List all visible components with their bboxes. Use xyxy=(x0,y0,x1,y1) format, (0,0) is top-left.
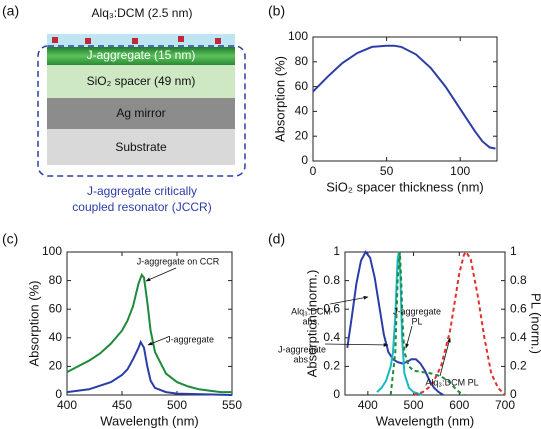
substrate-layer xyxy=(47,129,235,165)
j-layer xyxy=(47,47,235,65)
caption: J-aggregate critically xyxy=(87,184,197,198)
ag-layer xyxy=(47,98,235,129)
x-axis-label: Wavelength (nm) xyxy=(100,413,199,428)
x-tick-label: 700 xyxy=(495,398,515,412)
y-tick-label: 20 xyxy=(295,128,309,142)
series-line xyxy=(376,251,424,396)
y-tick-label: 0 xyxy=(301,153,308,167)
layer-label: SiO₂ spacer (49 nm) xyxy=(87,74,196,88)
y-axis-label: Absorption (norm.) xyxy=(304,270,319,378)
annotation: Alq₃:DCM xyxy=(291,306,331,316)
y-tick-label: 0 xyxy=(333,387,340,401)
y2-tick-label: 0.6 xyxy=(510,301,527,315)
series-line xyxy=(413,250,506,396)
y-tick-label: 0 xyxy=(55,387,62,401)
panel-label: (c) xyxy=(2,231,18,247)
annotation-arrow xyxy=(439,337,451,377)
series-line xyxy=(66,339,233,396)
x-tick-label: 450 xyxy=(112,398,132,412)
y2-axis-label: PL (norm.) xyxy=(529,293,541,354)
panel-label: (d) xyxy=(268,231,285,247)
annotation-arrow xyxy=(405,325,413,349)
x-tick-label: 50 xyxy=(380,164,394,178)
x-tick-label: 100 xyxy=(450,164,470,178)
x-tick-label: 400 xyxy=(57,398,77,412)
annotation-arrow xyxy=(147,336,169,346)
y-tick-label: 100 xyxy=(288,29,308,43)
x-tick-label: 400 xyxy=(358,398,378,412)
layer-label: J-aggregate (15 nm) xyxy=(87,48,196,62)
annotation: abs. xyxy=(293,354,310,364)
dye xyxy=(215,38,221,44)
y2-tick-label: 1 xyxy=(510,244,517,258)
diagram: (a) Alq₃:DCM (2.5 nm) J-aggregate (15 nm… xyxy=(2,3,246,214)
dye xyxy=(52,37,58,43)
x-tick-label: 0 xyxy=(310,164,317,178)
x-axis-label: Wavelength (nm) xyxy=(376,413,475,428)
layer-label: Alq₃:DCM (2.5 nm) xyxy=(92,6,193,20)
x-tick-label: 550 xyxy=(222,398,242,412)
caption: coupled resonator (JCCR) xyxy=(72,200,211,214)
y-tick-label: 40 xyxy=(295,104,309,118)
y-axis-label: Absorption (%) xyxy=(26,281,41,367)
y-tick-label: 60 xyxy=(295,79,309,93)
x-tick-label: 600 xyxy=(449,398,469,412)
panel-label: (b) xyxy=(268,3,285,19)
series-line xyxy=(346,250,444,396)
annotation: J-aggregate xyxy=(278,344,326,354)
series-line xyxy=(389,251,465,396)
y-tick-label: 1 xyxy=(333,244,340,258)
y2-tick-label: 0.2 xyxy=(510,359,527,373)
dye xyxy=(85,38,91,44)
plot-frame xyxy=(344,251,506,396)
x-axis-label: SiO₂ spacer thickness (nm) xyxy=(326,179,483,194)
layer-label: Ag mirror xyxy=(116,106,165,120)
y-tick-label: 0.6 xyxy=(323,301,340,315)
y-tick-label: 80 xyxy=(295,54,309,68)
annotation: Alq₃:DCM PL xyxy=(425,377,478,387)
y-axis-label: Absorption (%) xyxy=(272,56,287,142)
y2-tick-label: 0.8 xyxy=(510,273,527,287)
layer-label: Substrate xyxy=(115,140,167,154)
series-line xyxy=(312,44,496,150)
plot-frame xyxy=(312,36,498,162)
x-tick-label: 500 xyxy=(404,398,424,412)
x-tick-label: 500 xyxy=(167,398,187,412)
resonator-outline xyxy=(37,45,246,177)
y2-tick-label: 0.4 xyxy=(510,330,527,344)
annotation: abs. xyxy=(302,316,319,326)
y-tick-label: 60 xyxy=(49,301,63,315)
y-tick-label: 80 xyxy=(49,273,63,287)
annotation: J-aggregate on CCR xyxy=(137,256,220,266)
panel-label: (a) xyxy=(2,3,19,19)
plot-frame xyxy=(66,251,233,396)
annotation-arrow xyxy=(145,267,177,282)
annotation-arrow xyxy=(324,343,389,347)
series-line xyxy=(66,272,232,394)
sio2-layer xyxy=(47,65,235,98)
annotation: PL xyxy=(411,316,422,326)
y-tick-label: 40 xyxy=(49,330,63,344)
y-tick-label: 0.2 xyxy=(323,359,340,373)
annotation: J-aggregate xyxy=(166,334,214,344)
alq-layer xyxy=(47,34,235,47)
y-tick-label: 100 xyxy=(42,244,62,258)
annotation: J-aggregate xyxy=(393,306,441,316)
dye xyxy=(132,38,138,44)
y-tick-label: 20 xyxy=(49,359,63,373)
y-tick-label: 0.8 xyxy=(323,273,340,287)
y-tick-label: 0.4 xyxy=(323,330,340,344)
y2-tick-label: 0 xyxy=(510,387,517,401)
dye xyxy=(178,36,184,42)
annotation-arrow xyxy=(329,295,369,305)
